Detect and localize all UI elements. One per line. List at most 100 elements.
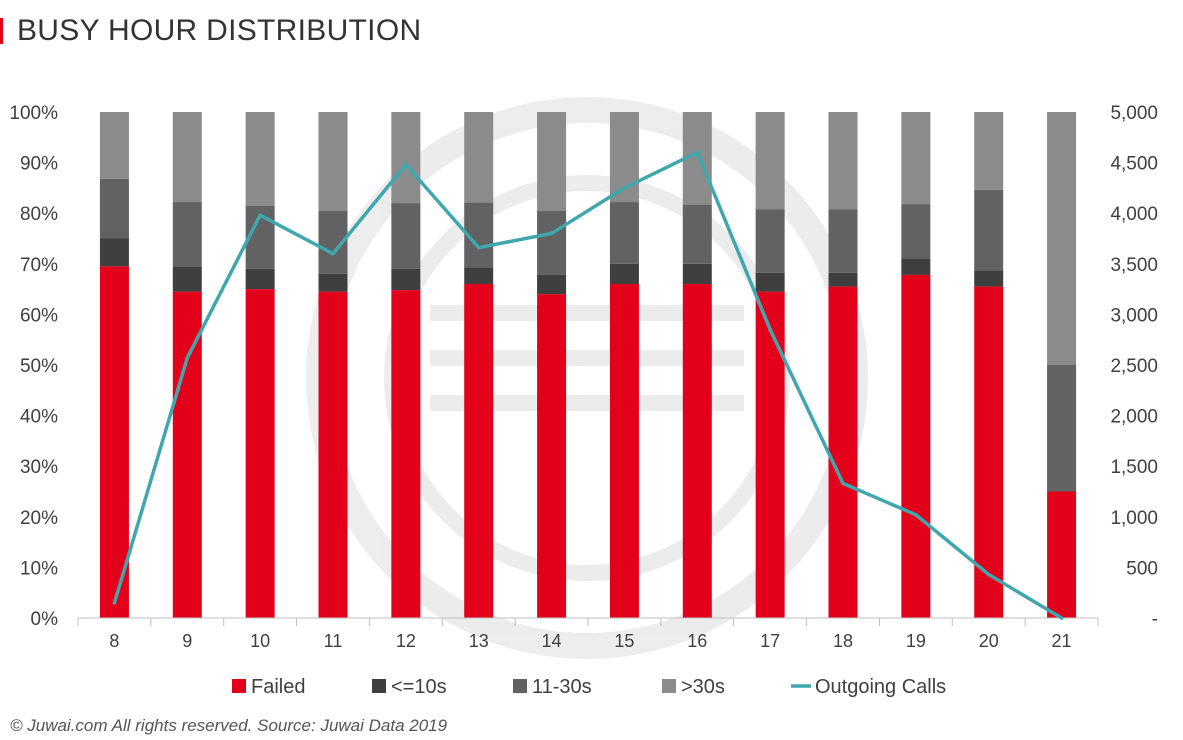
bar-segment	[172, 202, 202, 267]
x-tick-label: 16	[687, 631, 707, 651]
line-layer	[112, 150, 1064, 620]
bar-segment	[828, 209, 858, 273]
page-title: BUSY HOUR DISTRIBUTION	[17, 14, 422, 47]
bar-segment	[974, 286, 1004, 618]
bar-segment	[1047, 491, 1077, 618]
legend-swatch	[372, 679, 386, 693]
line-point	[258, 213, 262, 218]
x-tick-label: 21	[1052, 631, 1072, 651]
bar-segment	[318, 112, 348, 211]
right-axis-label: 500	[1126, 558, 1158, 579]
bar-segment	[755, 112, 785, 210]
bar-segment	[974, 112, 1004, 190]
right-axis-label: 4,000	[1110, 204, 1158, 225]
x-axis-ticks: 8 9 10 11 12 13 14 15 16 17 18 19 20 21	[77, 618, 1099, 651]
copyright-footer: © Juwai.com All rights reserved. Source:…	[10, 716, 448, 735]
right-axis-label: 3,500	[1110, 255, 1158, 276]
x-tick-label: 9	[182, 631, 192, 651]
bar-segment	[974, 270, 1004, 287]
bar-segment	[99, 178, 129, 239]
left-axis-label: 50%	[20, 356, 58, 377]
bar-segment	[828, 272, 858, 287]
line-point	[331, 251, 335, 256]
bar-segment	[609, 284, 639, 618]
bar-segment	[682, 263, 712, 285]
bar-segment	[99, 238, 129, 267]
bar-segment	[828, 286, 858, 618]
line-point	[185, 356, 190, 360]
bar-segment	[1047, 365, 1077, 492]
bar-segment	[755, 209, 785, 273]
bar-segment	[901, 112, 931, 205]
legend: Failed <=10s 11-30s >30s Outgoing Calls	[232, 676, 946, 698]
right-axis-ticks: - 500 1,000 1,500 2,000 2,500 3,000 3,500 4,000 4…	[1110, 103, 1158, 630]
right-axis-label: 3,000	[1110, 305, 1158, 326]
right-axis-label: 4,500	[1110, 154, 1158, 175]
bar-segment	[974, 189, 1004, 271]
bar-segment	[245, 268, 275, 290]
bar-segment	[901, 204, 931, 259]
bar-segment	[1047, 112, 1077, 365]
left-axis-label: 0%	[31, 609, 59, 630]
bar-segment	[755, 272, 785, 292]
line-point	[1059, 616, 1064, 620]
left-axis-label: 30%	[20, 457, 58, 478]
legend-swatch	[232, 679, 246, 693]
legend-swatch	[662, 679, 676, 693]
x-tick-label: 20	[979, 631, 999, 651]
line-point	[841, 481, 845, 486]
right-axis-label: 1,500	[1110, 457, 1158, 478]
bar-segment	[318, 291, 348, 618]
right-axis-label: 2,500	[1110, 356, 1158, 377]
legend-label: Failed	[251, 676, 305, 698]
line-point	[768, 327, 772, 332]
bar-segment	[464, 284, 494, 618]
left-axis-label: 70%	[20, 255, 58, 276]
bar-segment	[901, 274, 931, 618]
right-axis-label: 5,000	[1110, 103, 1158, 124]
bar-segment	[537, 210, 567, 275]
bar-segment	[682, 284, 712, 618]
right-axis-label: 1,000	[1110, 508, 1158, 529]
line-point	[622, 186, 627, 190]
left-axis-label: 100%	[9, 103, 58, 124]
left-axis-label: 40%	[20, 407, 58, 428]
bar-segment	[172, 112, 202, 203]
outgoing-calls-line	[112, 150, 1064, 620]
legend-swatch	[513, 679, 527, 693]
x-tick-label: 10	[250, 631, 270, 651]
bar-segment	[99, 266, 129, 618]
bar-segment	[318, 273, 348, 292]
legend-label: 11-30s	[532, 676, 592, 698]
bar-segment	[464, 112, 494, 203]
bar-segment	[537, 274, 567, 295]
x-tick-label: 11	[324, 631, 343, 651]
x-tick-label: 18	[833, 631, 853, 651]
x-tick-label: 8	[109, 631, 119, 651]
x-tick-label: 14	[542, 631, 562, 651]
left-axis-label: 90%	[20, 154, 58, 175]
bar-segment	[245, 289, 275, 618]
bar-segment	[245, 112, 275, 206]
legend-label: Outgoing Calls	[815, 676, 946, 698]
bar-segment	[172, 266, 202, 292]
bar-segment	[172, 291, 202, 618]
bar-segment	[901, 258, 931, 275]
x-tick-label: 15	[614, 631, 634, 651]
right-axis-label: 2,000	[1110, 407, 1158, 428]
line-point	[986, 572, 991, 577]
line-point	[112, 601, 117, 605]
bar-segment	[537, 294, 567, 618]
x-tick-label: 17	[760, 631, 780, 651]
bar-group	[99, 112, 1077, 618]
left-axis-label: 20%	[20, 508, 58, 529]
line-point	[914, 512, 918, 517]
line-point	[549, 231, 554, 236]
left-axis-label: 80%	[20, 204, 58, 225]
line-point	[404, 162, 408, 167]
bar-segment	[391, 203, 421, 269]
bar-segment	[391, 268, 421, 291]
bar-segment	[828, 112, 858, 210]
bar-segment	[682, 204, 712, 264]
x-tick-label: 13	[469, 631, 489, 651]
